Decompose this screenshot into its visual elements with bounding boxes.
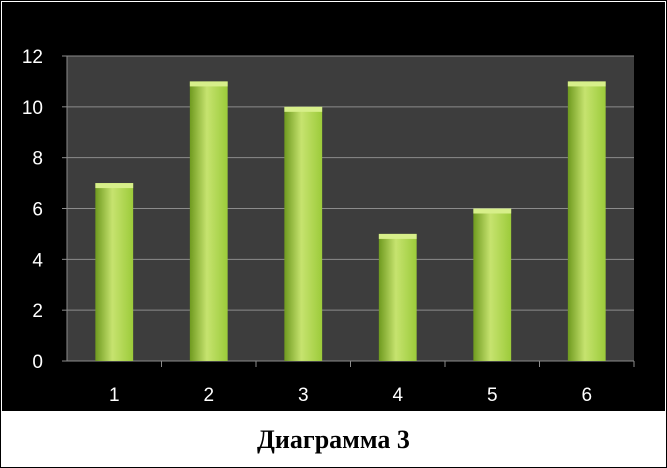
bar-top-highlight	[378, 233, 417, 239]
x-tick-label: 2	[203, 385, 214, 406]
bar-top-highlight	[189, 81, 228, 87]
x-tick-label: 4	[392, 385, 403, 406]
x-tick-label: 1	[109, 385, 120, 406]
bar-top-highlight	[473, 208, 512, 214]
bar	[189, 81, 228, 362]
bar	[567, 81, 606, 362]
bar-top-highlight	[567, 81, 606, 87]
x-tick-label: 3	[298, 385, 309, 406]
y-tick-label: 6	[32, 200, 43, 221]
bar-top-highlight	[284, 106, 323, 112]
chart-area: 0 2 4 6 8 10 12 1 2 3 4 5 6	[2, 2, 665, 411]
y-tick-label: 0	[32, 352, 43, 373]
x-tick-label: 6	[581, 385, 592, 406]
figure-caption: Диаграмма 3	[257, 424, 410, 454]
y-tick-label: 8	[32, 149, 43, 170]
x-tick-label: 5	[487, 385, 498, 406]
bar-top-highlight	[95, 183, 134, 189]
bar	[473, 208, 512, 361]
y-tick-label: 12	[22, 47, 43, 68]
y-tick-label: 2	[32, 301, 43, 322]
bar	[378, 233, 417, 361]
bar	[284, 106, 323, 361]
y-tick-label: 10	[22, 98, 43, 119]
bar	[95, 183, 134, 361]
y-tick-label: 4	[32, 250, 43, 271]
